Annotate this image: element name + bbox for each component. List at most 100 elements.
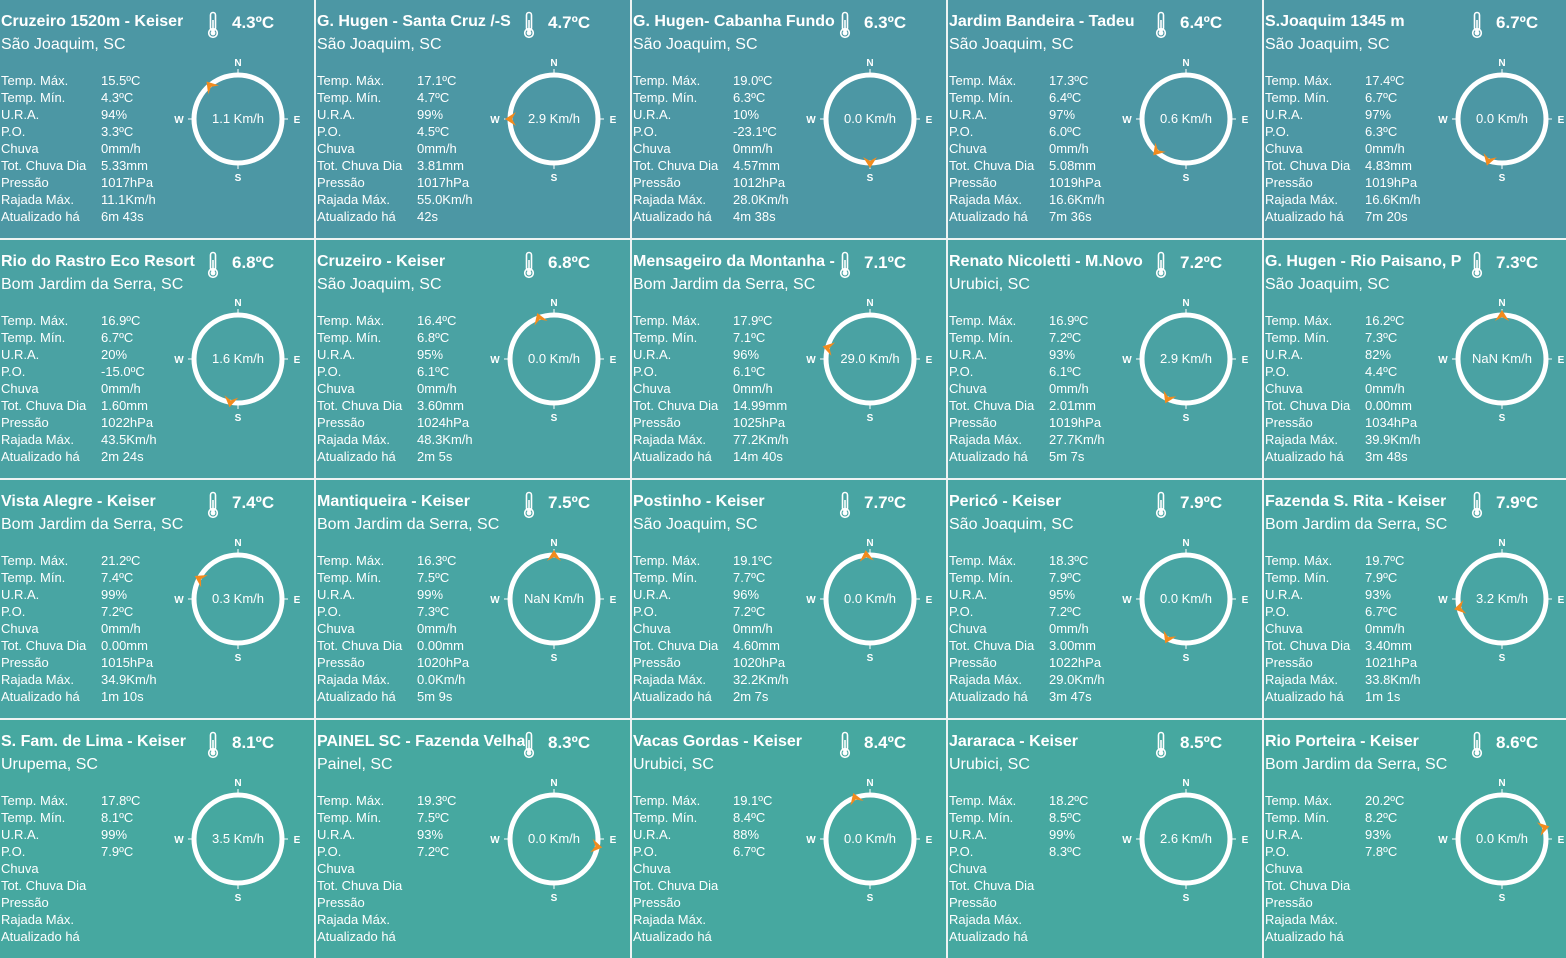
station-card[interactable]: Pericó - Keiser São Joaquim, SC 7.9ºC Te… [948, 480, 1262, 718]
station-name[interactable]: Jararaca - Keiser [949, 733, 1078, 750]
stat-updated: Atualizado há [949, 929, 1028, 944]
stat-rain-rate: Chuva 0mm/h [317, 621, 457, 636]
stat-humidity: U.R.A. 10% [633, 107, 760, 122]
compass-n-label: N [866, 538, 873, 549]
stat-updated: Atualizado há 5m 7s [949, 449, 1085, 464]
compass-n-label: N [234, 298, 241, 309]
current-temperature: 4.3ºC [232, 13, 275, 32]
station-name[interactable]: Vacas Gordas - Keiser [633, 733, 802, 750]
station-name[interactable]: S. Fam. de Lima - Keiser [1, 733, 186, 750]
stat-pressure: Pressão 1019hPa [949, 415, 1102, 430]
stat-gust: Rajada Máx. [949, 912, 1022, 927]
stat-humidity: U.R.A. 95% [949, 587, 1076, 602]
compass-e-label: E [1558, 595, 1565, 606]
station-name[interactable]: Mantiqueira - Keiser [317, 493, 470, 510]
compass-s-label: S [867, 413, 874, 424]
station-card[interactable]: S. Fam. de Lima - Keiser Urupema, SC 8.1… [0, 720, 314, 958]
station-name[interactable]: Vista Alegre - Keiser [1, 493, 156, 510]
station-name[interactable]: PAINEL SC - Fazenda Velha [317, 733, 525, 750]
compass-s-label: S [867, 893, 874, 904]
thermometer-icon [523, 11, 535, 39]
station-card[interactable]: Vista Alegre - Keiser Bom Jardim da Serr… [0, 480, 314, 718]
current-temperature: 7.9ºC [1496, 493, 1539, 512]
station-name[interactable]: G. Hugen- Cabanha Fundo [633, 13, 835, 30]
compass-w-label: W [490, 115, 500, 126]
compass-s-label: S [1183, 893, 1190, 904]
wind-compass: N S W E [1438, 298, 1564, 424]
wind-compass: N S W E [1438, 58, 1564, 184]
station-card[interactable]: Fazenda S. Rita - Keiser Bom Jardim da S… [1264, 480, 1566, 718]
station-card[interactable]: G. Hugen - Santa Cruz /-S São Joaquim, S… [316, 0, 630, 238]
station-card[interactable]: Renato Nicoletti - M.Novo Urubici, SC 7.… [948, 240, 1262, 478]
station-name[interactable]: Cruzeiro - Keiser [317, 253, 446, 270]
station-name[interactable]: Pericó - Keiser [949, 493, 1062, 510]
stat-pressure: Pressão 1034hPa [1265, 415, 1418, 430]
compass-e-label: E [294, 355, 301, 366]
stat-temp-min: Temp. Mín. 6.8ºC [317, 330, 450, 345]
stat-pressure: Pressão 1020hPa [317, 655, 470, 670]
station-card[interactable]: Rio Porteira - Keiser Bom Jardim da Serr… [1264, 720, 1566, 958]
stat-temp-min: Temp. Mín. 6.7ºC [1265, 90, 1398, 105]
station-card[interactable]: Jardim Bandeira - Tadeu São Joaquim, SC … [948, 0, 1262, 238]
stat-rain-rate: Chuva [317, 861, 355, 876]
station-card[interactable]: G. Hugen- Cabanha Fundo São Joaquim, SC … [632, 0, 946, 238]
thermometer-icon [523, 491, 535, 519]
station-card[interactable]: Jararaca - Keiser Urubici, SC 8.5ºC Temp… [948, 720, 1262, 958]
wind-speed: 0.0 Km/h [527, 351, 581, 366]
stat-rain-rate: Chuva 0mm/h [1, 141, 141, 156]
compass-s-label: S [1499, 653, 1506, 664]
station-card[interactable]: Cruzeiro - Keiser São Joaquim, SC 6.8ºC … [316, 240, 630, 478]
wind-arrow-icon [590, 838, 603, 853]
station-name[interactable]: Cruzeiro 1520m - Keiser [1, 13, 184, 30]
station-card[interactable]: G. Hugen - Rio Paisano, P São Joaquim, S… [1264, 240, 1566, 478]
station-name[interactable]: Rio do Rastro Eco Resort [1, 253, 195, 270]
station-card[interactable]: Mensageiro da Montanha - Bom Jardim da S… [632, 240, 946, 478]
stat-rain-day: Tot. Chuva Dia 5.33mm [1, 158, 148, 173]
stat-rain-rate: Chuva 0mm/h [633, 141, 773, 156]
stat-temp-max: Temp. Máx. 18.2ºC [949, 793, 1089, 808]
compass-e-label: E [926, 835, 933, 846]
station-name[interactable]: Mensageiro da Montanha - [633, 253, 835, 270]
compass-w-label: W [174, 355, 184, 366]
station-card[interactable]: PAINEL SC - Fazenda Velha Painel, SC 8.3… [316, 720, 630, 958]
station-name[interactable]: Postinho - Keiser [633, 493, 765, 510]
station-card[interactable]: Cruzeiro 1520m - Keiser São Joaquim, SC … [0, 0, 314, 238]
station-name[interactable]: G. Hugen - Santa Cruz /-S [317, 13, 511, 30]
stat-temp-max: Temp. Máx. 19.7ºC [1265, 553, 1405, 568]
station-card[interactable]: Vacas Gordas - Keiser Urubici, SC 8.4ºC … [632, 720, 946, 958]
stat-rain-day: Tot. Chuva Dia 0.00mm [317, 638, 464, 653]
station-city: São Joaquim, SC [317, 276, 442, 293]
compass-n-label: N [550, 538, 557, 549]
stat-temp-min: Temp. Mín. 6.3ºC [633, 90, 766, 105]
stat-updated: Atualizado há 2m 5s [317, 449, 453, 464]
wind-compass: N S W E [1122, 58, 1248, 184]
station-name[interactable]: Fazenda S. Rita - Keiser [1265, 493, 1447, 510]
station-card[interactable]: Postinho - Keiser São Joaquim, SC 7.7ºC … [632, 480, 946, 718]
stat-pressure: Pressão 1025hPa [633, 415, 786, 430]
station-name[interactable]: S.Joaquim 1345 m [1265, 13, 1405, 30]
station-city: Bom Jardim da Serra, SC [317, 516, 500, 533]
station-city: Urubici, SC [633, 756, 714, 773]
wind-compass: N S W E [490, 298, 616, 424]
station-city: São Joaquim, SC [949, 36, 1074, 53]
station-card[interactable]: Rio do Rastro Eco Resort Bom Jardim da S… [0, 240, 314, 478]
stat-temp-max: Temp. Máx. 20.2ºC [1265, 793, 1405, 808]
station-name[interactable]: G. Hugen - Rio Paisano, P [1265, 253, 1462, 270]
stat-rain-rate: Chuva 0mm/h [633, 621, 773, 636]
stat-humidity: U.R.A. 20% [1, 347, 128, 362]
compass-n-label: N [550, 778, 557, 789]
stat-humidity: U.R.A. 88% [633, 827, 760, 842]
station-name[interactable]: Renato Nicoletti - M.Novo [949, 253, 1143, 270]
stat-humidity: U.R.A. 99% [317, 107, 444, 122]
station-card[interactable]: Mantiqueira - Keiser Bom Jardim da Serra… [316, 480, 630, 718]
stat-rain-day: Tot. Chuva Dia 5.08mm [949, 158, 1096, 173]
current-temperature: 6.7ºC [1496, 13, 1539, 32]
current-temperature: 8.6ºC [1496, 733, 1539, 752]
stat-rain-rate: Chuva 0mm/h [1265, 381, 1405, 396]
thermometer-icon [1155, 491, 1167, 519]
station-name[interactable]: Rio Porteira - Keiser [1265, 733, 1419, 750]
station-name[interactable]: Jardim Bandeira - Tadeu [949, 13, 1135, 30]
stat-pressure: Pressão 1021hPa [1265, 655, 1418, 670]
stat-rain-day: Tot. Chuva Dia [949, 878, 1035, 893]
station-card[interactable]: S.Joaquim 1345 m São Joaquim, SC 6.7ºC T… [1264, 0, 1566, 238]
